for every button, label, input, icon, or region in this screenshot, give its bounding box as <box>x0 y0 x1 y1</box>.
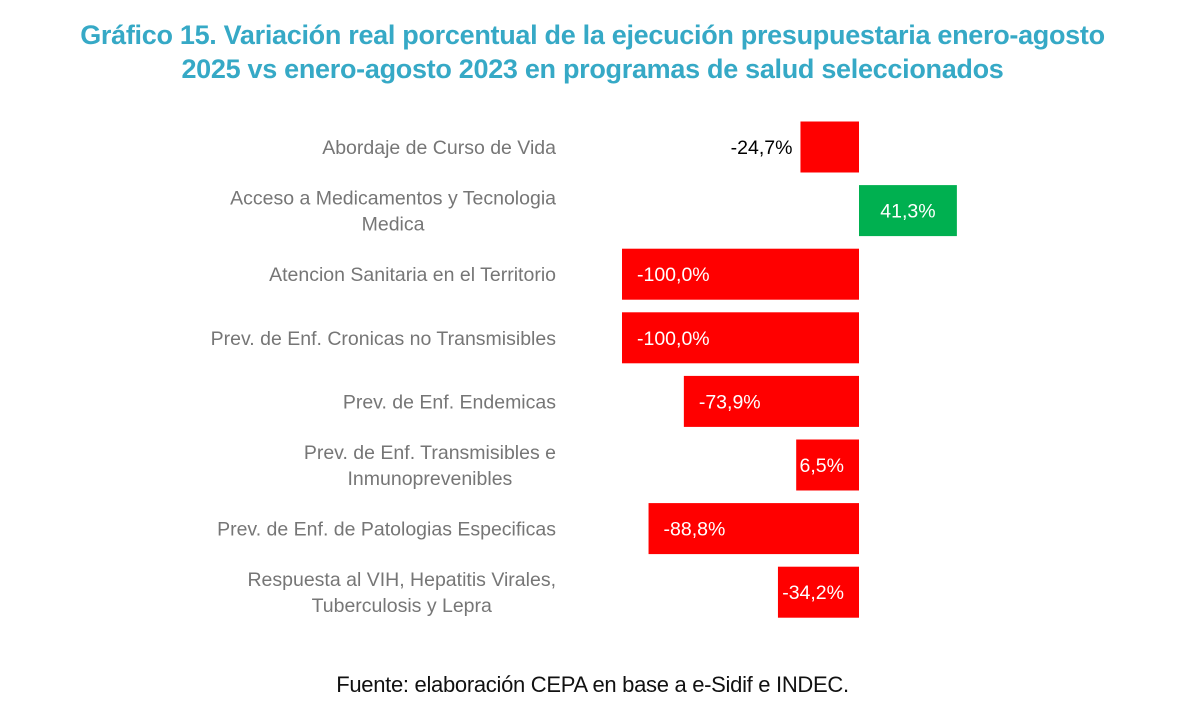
category-label: Respuesta al VIH, Hepatitis Virales, Tube… <box>247 569 556 617</box>
chart-title: Gráfico 15. Variación real porcentual de… <box>0 18 1185 86</box>
category-label: Prev. de Enf. Cronicas no Transmisibles <box>211 328 557 350</box>
category-label-line: Tuberculosis y Lepra <box>312 595 492 617</box>
value-labels-group: -24,7% 41,3% -100,0% -100,0% -73,9% 6,5% -88,8… <box>637 137 936 604</box>
bar <box>622 312 859 364</box>
category-label-line: Prev. de Enf. Cronicas no Transmisibles <box>211 328 557 350</box>
category-label-line: Acceso a Medicamentos y Tecnologia <box>230 188 556 210</box>
data-label: -100,0% <box>637 264 710 286</box>
category-label: Prev. de Enf. Endemicas <box>343 391 556 413</box>
bar <box>648 503 859 555</box>
category-label: Prev. de Enf. de Patologias Especificas <box>217 519 556 541</box>
category-label-line: Prev. de Enf. Transmisibles e <box>304 442 556 464</box>
data-label: 41,3% <box>880 201 935 223</box>
chart-title-line-2: 2025 vs enero-agosto 2023 en programas d… <box>181 54 1004 84</box>
bar <box>859 185 957 237</box>
category-label: Acceso a Medicamentos y Tecnologia Medica <box>230 188 556 236</box>
category-label-line: Inmunoprevenibles <box>348 468 513 490</box>
category-label-line: Medica <box>362 214 425 236</box>
data-label: -34,2% <box>782 582 844 604</box>
bar <box>683 375 859 427</box>
category-labels-group: Abordaje de Curso de Vida Acceso a Medica… <box>211 137 557 617</box>
category-label-line: Prev. de Enf. Endemicas <box>343 391 556 413</box>
data-label: -100,0% <box>637 328 710 350</box>
data-label: -88,8% <box>664 519 726 541</box>
bar <box>800 121 859 173</box>
category-label: Abordaje de Curso de Vida <box>322 137 556 159</box>
data-label: -73,9% <box>699 391 761 413</box>
bars-group <box>622 121 957 618</box>
category-label-line: Prev. de Enf. de Patologias Especificas <box>217 519 556 541</box>
category-label-line: Atencion Sanitaria en el Territorio <box>269 264 556 286</box>
category-label-line: Abordaje de Curso de Vida <box>322 137 556 159</box>
source-note: Fuente: elaboración CEPA en base a e-Sid… <box>336 672 849 697</box>
category-label: Atencion Sanitaria en el Territorio <box>269 264 556 286</box>
bar-chart: Abordaje de Curso de Vida Acceso a Medica… <box>211 121 957 618</box>
category-label: Prev. de Enf. Transmisibles e Inmunopreve… <box>304 442 556 490</box>
data-label: -24,7% <box>731 137 793 159</box>
bar <box>622 248 859 300</box>
category-label-line: Respuesta al VIH, Hepatitis Virales, <box>247 569 556 591</box>
data-label: 6,5% <box>800 455 844 477</box>
bar <box>796 439 859 491</box>
bar <box>777 566 859 618</box>
chart-title-line-1: Gráfico 15. Variación real porcentual de… <box>80 20 1105 50</box>
